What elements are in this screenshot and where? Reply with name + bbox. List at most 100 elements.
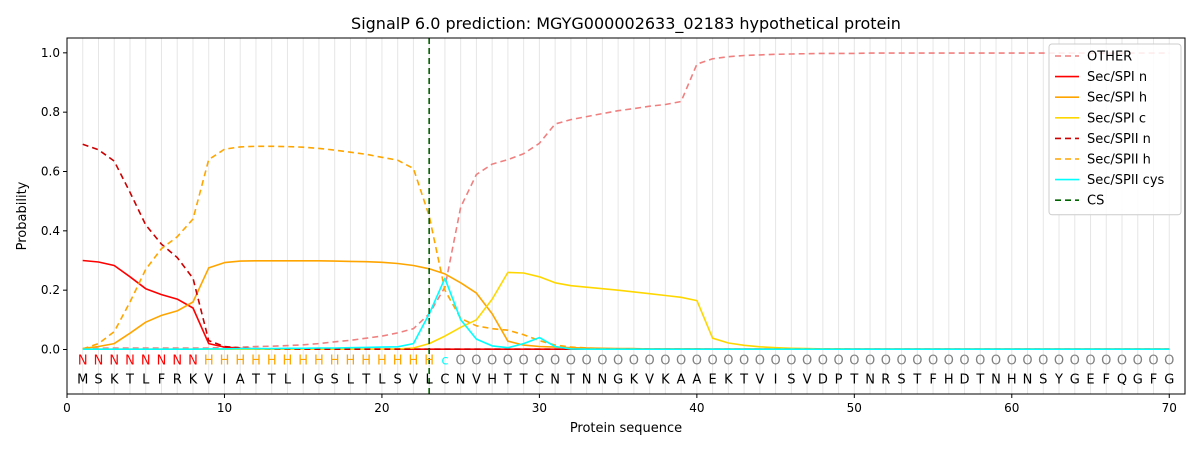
- y-tick-label: 0.4: [41, 224, 60, 238]
- region-letter: O: [456, 353, 466, 368]
- y-tick-label: 1.0: [41, 46, 60, 60]
- sequence-letter: L: [142, 373, 150, 388]
- sequence-letter: S: [331, 373, 339, 388]
- region-letter: O: [723, 353, 733, 368]
- sequence-letters: NMNSNKNTNLNFNRNKHVHIHAHTHTHLHIHGHSHLHTHL…: [77, 353, 1174, 387]
- sequence-letter: H: [1007, 373, 1017, 388]
- region-letter: O: [534, 353, 544, 368]
- region-letter: O: [928, 353, 938, 368]
- sequence-letter: K: [724, 373, 733, 388]
- region-letter: O: [613, 353, 623, 368]
- region-letter: O: [503, 353, 513, 368]
- sequence-letter: P: [835, 373, 843, 388]
- region-letter: O: [833, 353, 843, 368]
- region-letter: O: [849, 353, 859, 368]
- series-line-other: [82, 52, 1170, 350]
- sequence-letter: L: [426, 373, 434, 388]
- x-tick-label: 10: [217, 401, 232, 415]
- x-axis-ticks: 0 10 20 30 40 50 60 70: [63, 394, 1177, 415]
- sequence-letter: Q: [1117, 373, 1127, 388]
- region-letter: N: [109, 353, 119, 368]
- sequence-letter: E: [708, 373, 716, 388]
- sequence-letter: F: [1150, 373, 1157, 388]
- region-letter: O: [865, 353, 875, 368]
- region-letter: H: [424, 353, 434, 368]
- x-tick-label: 50: [847, 401, 862, 415]
- sequence-letter: L: [347, 373, 355, 388]
- region-letter: O: [896, 353, 906, 368]
- region-letter: H: [314, 353, 324, 368]
- region-letter: O: [1038, 353, 1048, 368]
- sequence-letter: C: [440, 373, 449, 388]
- region-letter: H: [393, 353, 403, 368]
- region-letter: O: [944, 353, 954, 368]
- sequence-letter: R: [881, 373, 890, 388]
- series-layer: [82, 52, 1170, 351]
- sequence-letter: T: [251, 373, 260, 388]
- sequence-letter: M: [77, 373, 88, 388]
- sequence-letter: S: [787, 373, 795, 388]
- sequence-letter: T: [739, 373, 748, 388]
- region-letter: N: [78, 353, 88, 368]
- region-letter: O: [975, 353, 985, 368]
- grid-lines: [82, 38, 1170, 394]
- sequence-letter: N: [991, 373, 1001, 388]
- legend-label: Sec/SPII h: [1087, 153, 1151, 168]
- sequence-letter: R: [173, 373, 182, 388]
- region-letter: H: [267, 353, 277, 368]
- region-letter: O: [1117, 353, 1127, 368]
- region-letter: O: [1054, 353, 1064, 368]
- sequence-letter: I: [223, 373, 227, 388]
- region-letter: H: [377, 353, 387, 368]
- sequence-letter: S: [1039, 373, 1047, 388]
- sequence-letter: H: [487, 373, 497, 388]
- sequence-letter: C: [535, 373, 544, 388]
- sequence-letter: I: [301, 373, 305, 388]
- sequence-letter: G: [1164, 373, 1174, 388]
- sequence-letter: D: [960, 373, 970, 388]
- region-letter: N: [157, 353, 167, 368]
- legend-label: Sec/SPII cys: [1087, 173, 1165, 188]
- x-tick-label: 30: [532, 401, 547, 415]
- sequence-letter: F: [929, 373, 936, 388]
- sequence-letter: E: [1086, 373, 1094, 388]
- sequence-letter: H: [944, 373, 954, 388]
- region-letter: O: [629, 353, 639, 368]
- region-letter: N: [125, 353, 135, 368]
- sequence-letter: Y: [1054, 373, 1063, 388]
- series-line-sec-spii-cys: [82, 277, 1170, 351]
- region-letter: O: [755, 353, 765, 368]
- sequence-letter: N: [550, 373, 560, 388]
- legend-label: Sec/SPII n: [1087, 132, 1151, 147]
- y-tick-label: 0.8: [41, 105, 60, 119]
- x-tick-label: 70: [1162, 401, 1177, 415]
- region-letter: O: [1133, 353, 1143, 368]
- sequence-letter: V: [204, 373, 213, 388]
- sequence-letter: A: [692, 373, 701, 388]
- region-letter: H: [361, 353, 371, 368]
- region-letter: N: [188, 353, 198, 368]
- sequence-letter: S: [897, 373, 905, 388]
- region-letter: O: [487, 353, 497, 368]
- region-letter: O: [566, 353, 576, 368]
- region-letter: O: [692, 353, 702, 368]
- region-letter: O: [645, 353, 655, 368]
- region-letter: O: [471, 353, 481, 368]
- region-letter: O: [1164, 353, 1174, 368]
- region-letter: O: [660, 353, 670, 368]
- region-letter: O: [519, 353, 529, 368]
- sequence-letter: T: [361, 373, 370, 388]
- sequence-letter: G: [1133, 373, 1143, 388]
- y-tick-label: 0.0: [41, 343, 60, 357]
- region-letter: O: [912, 353, 922, 368]
- region-letter: H: [283, 353, 293, 368]
- region-letter: N: [172, 353, 182, 368]
- region-letter: O: [707, 353, 717, 368]
- sequence-letter: K: [110, 373, 119, 388]
- sequence-letter: N: [582, 373, 592, 388]
- y-tick-label: 0.2: [41, 283, 60, 297]
- region-letter: O: [802, 353, 812, 368]
- region-letter: O: [1007, 353, 1017, 368]
- region-letter: H: [409, 353, 419, 368]
